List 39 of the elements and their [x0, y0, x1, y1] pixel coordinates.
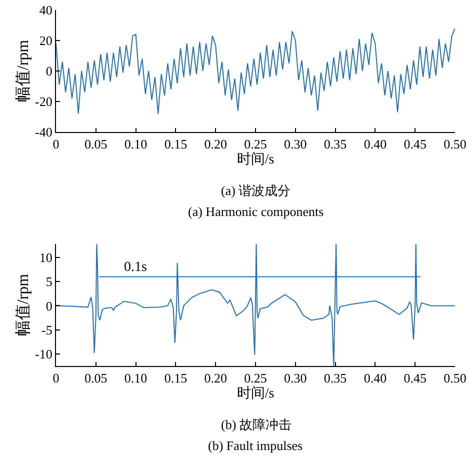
x-tick-label: 0.30 — [284, 136, 307, 152]
x-tick-label: 0.05 — [84, 370, 108, 386]
y-axis-title: 幅值/rpm — [14, 39, 32, 102]
annotation: 0.1s — [124, 260, 147, 275]
y-tick-label: 0 — [46, 298, 52, 314]
text: (b) 故障冲击 — [221, 417, 292, 432]
y-tick-label: -5 — [42, 322, 52, 338]
x-tick-label: 0.15 — [164, 136, 188, 152]
x-tick-label: 0.45 — [404, 370, 426, 386]
y-tick-label: 0 — [46, 64, 52, 79]
x-tick-label: 0.05 — [84, 136, 108, 152]
text: (b) Fault impulses — [208, 438, 303, 453]
text: (a) 谐波成分 — [221, 183, 291, 198]
x-tick-label: 0.50 — [444, 136, 466, 152]
y-tick-label: 5 — [46, 274, 52, 290]
y-tick-label: 20 — [39, 33, 52, 48]
x-tick-label: 0.20 — [204, 136, 227, 152]
x-tick-label: 0.10 — [124, 136, 148, 152]
x-tick-label: 0.30 — [284, 370, 307, 386]
x-tick-label: 0.35 — [324, 370, 347, 386]
x-tick-label: 0.15 — [164, 370, 188, 386]
x-tick-label: 0.10 — [124, 370, 148, 386]
x-axis-title: 时间/s — [236, 152, 274, 168]
x-tick-label: 0.25 — [244, 370, 267, 386]
x-tick-label: 0.20 — [204, 370, 227, 386]
text: (a) Harmonic components — [188, 204, 324, 219]
x-tick-label: 0.50 — [444, 370, 466, 386]
y-tick-label: -20 — [35, 94, 52, 110]
x-tick-label: 0.35 — [324, 136, 347, 152]
x-tick-label: 0.40 — [364, 370, 387, 386]
y-tick-label: 40 — [39, 2, 52, 18]
x-tick-label: 0.25 — [244, 136, 267, 152]
x-tick-label: 0.40 — [364, 136, 387, 152]
y-tick-label: -40 — [35, 124, 52, 140]
x-axis-title: 时间/s — [236, 386, 274, 402]
x-tick-label: 0.45 — [404, 136, 426, 152]
y-axis-title: 幅值/rpm — [14, 273, 32, 336]
y-tick-label: -10 — [35, 346, 52, 362]
y-tick-label: 10 — [39, 250, 52, 266]
